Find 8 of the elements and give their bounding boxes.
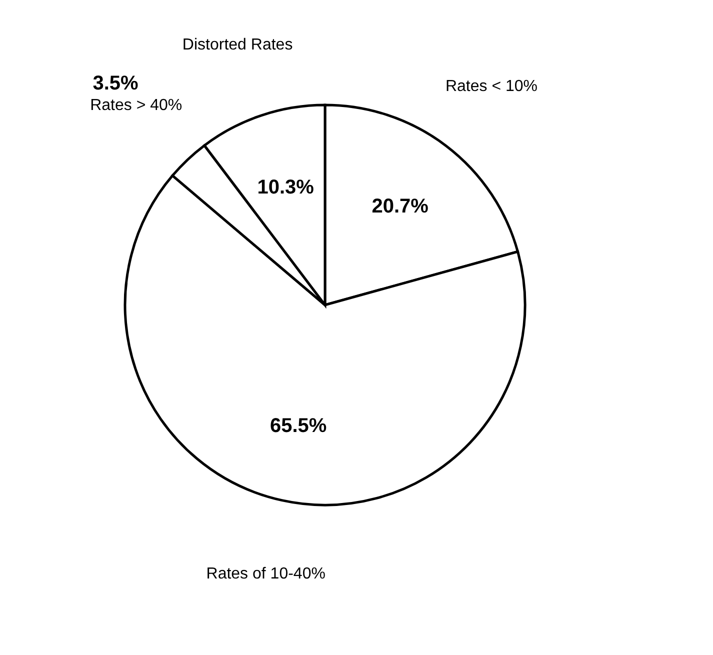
slice-label: Rates < 10% <box>445 78 538 96</box>
data-label: 65.5% <box>270 415 327 438</box>
data-label: 3.5% <box>92 72 139 94</box>
data-label: 20.7% <box>372 195 429 218</box>
slice-label: Rates of 10-40% <box>206 566 326 583</box>
slice-label: Distorted Rates <box>182 36 293 54</box>
slice-label: Rates > 40% <box>90 97 182 114</box>
data-label: 10.3% <box>257 176 314 198</box>
